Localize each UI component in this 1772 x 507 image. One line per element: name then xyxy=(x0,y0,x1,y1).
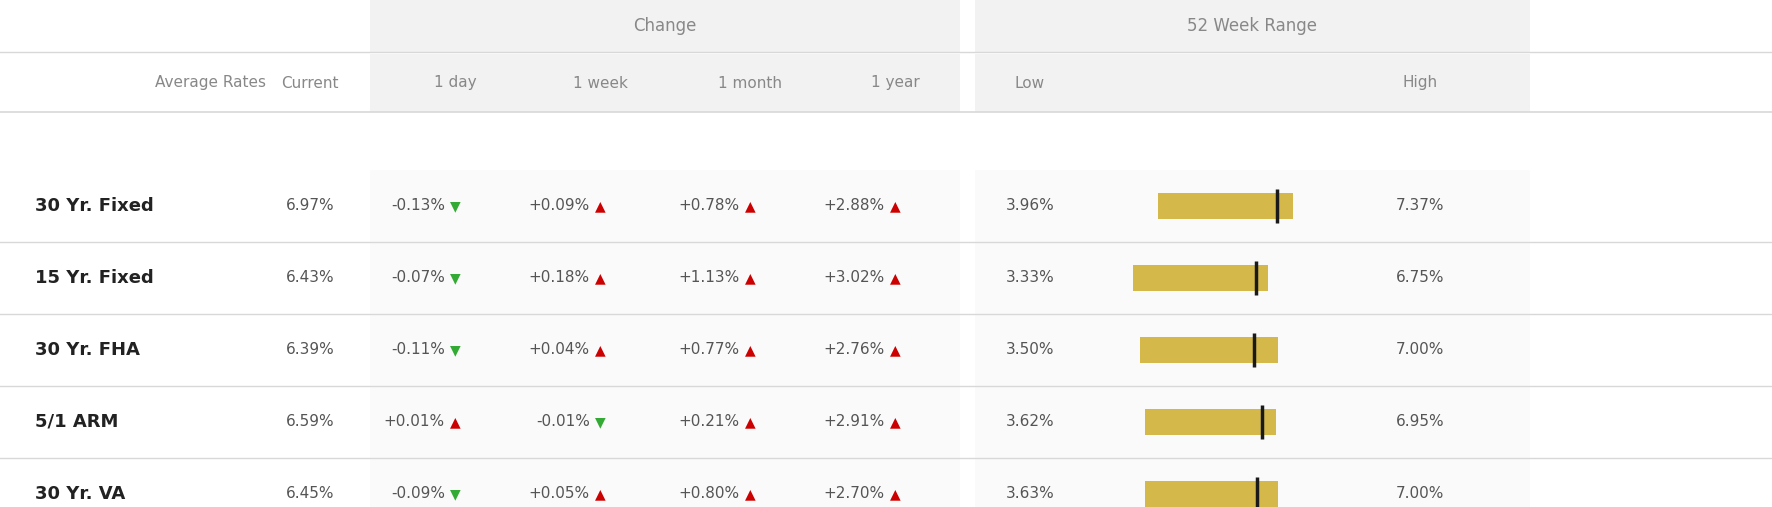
Bar xyxy=(1145,481,1278,507)
Text: Current: Current xyxy=(282,76,338,91)
Text: -0.01%: -0.01% xyxy=(537,415,590,429)
Text: +0.05%: +0.05% xyxy=(528,487,590,501)
Text: -0.11%: -0.11% xyxy=(392,343,445,357)
Text: ▲: ▲ xyxy=(744,343,755,357)
Text: ▲: ▲ xyxy=(595,343,606,357)
Text: -0.09%: -0.09% xyxy=(392,487,445,501)
Text: 7.00%: 7.00% xyxy=(1396,343,1444,357)
Text: ▼: ▼ xyxy=(595,415,606,429)
Text: 5/1 ARM: 5/1 ARM xyxy=(35,413,119,431)
Bar xyxy=(370,386,960,458)
Text: 3.33%: 3.33% xyxy=(1006,271,1054,285)
Bar xyxy=(370,458,960,507)
Text: 6.97%: 6.97% xyxy=(285,199,335,213)
Text: ▲: ▲ xyxy=(744,487,755,501)
Text: 52 Week Range: 52 Week Range xyxy=(1187,17,1318,35)
Bar xyxy=(370,170,960,242)
Bar xyxy=(975,0,1529,52)
Text: 6.59%: 6.59% xyxy=(285,415,335,429)
Bar xyxy=(975,386,1529,458)
Text: ▼: ▼ xyxy=(450,199,461,213)
Text: 7.37%: 7.37% xyxy=(1396,199,1444,213)
Text: 3.96%: 3.96% xyxy=(1006,199,1054,213)
Text: 30 Yr. FHA: 30 Yr. FHA xyxy=(35,341,140,359)
Text: 3.63%: 3.63% xyxy=(1006,487,1054,501)
Text: ▲: ▲ xyxy=(890,487,900,501)
Text: +0.01%: +0.01% xyxy=(385,415,445,429)
Text: 6.45%: 6.45% xyxy=(285,487,335,501)
Text: 1 day: 1 day xyxy=(434,76,477,91)
Text: +0.80%: +0.80% xyxy=(679,487,741,501)
Bar xyxy=(975,242,1529,314)
Text: 1 year: 1 year xyxy=(870,76,920,91)
Text: ▲: ▲ xyxy=(890,415,900,429)
Text: ▲: ▲ xyxy=(744,415,755,429)
Text: +2.76%: +2.76% xyxy=(824,343,884,357)
Text: ▲: ▲ xyxy=(595,199,606,213)
Bar xyxy=(370,242,960,314)
Text: +0.21%: +0.21% xyxy=(679,415,741,429)
Text: ▲: ▲ xyxy=(744,271,755,285)
Text: +0.09%: +0.09% xyxy=(528,199,590,213)
Text: +0.77%: +0.77% xyxy=(679,343,741,357)
Text: -0.07%: -0.07% xyxy=(392,271,445,285)
Bar xyxy=(975,458,1529,507)
Text: 1 month: 1 month xyxy=(718,76,781,91)
Text: 30 Yr. VA: 30 Yr. VA xyxy=(35,485,126,503)
Text: Change: Change xyxy=(633,17,696,35)
Text: 7.00%: 7.00% xyxy=(1396,487,1444,501)
Bar xyxy=(370,54,960,112)
Text: ▲: ▲ xyxy=(450,415,461,429)
Text: Average Rates: Average Rates xyxy=(154,76,266,91)
Bar xyxy=(1132,265,1269,291)
Text: Low: Low xyxy=(1015,76,1045,91)
Text: +3.02%: +3.02% xyxy=(824,271,884,285)
Text: 6.95%: 6.95% xyxy=(1396,415,1444,429)
Text: 3.62%: 3.62% xyxy=(1006,415,1054,429)
Text: 30 Yr. Fixed: 30 Yr. Fixed xyxy=(35,197,154,215)
Text: ▲: ▲ xyxy=(595,271,606,285)
Text: +2.91%: +2.91% xyxy=(824,415,884,429)
Text: 1 week: 1 week xyxy=(572,76,627,91)
Text: -0.13%: -0.13% xyxy=(392,199,445,213)
Text: 15 Yr. Fixed: 15 Yr. Fixed xyxy=(35,269,154,287)
Text: ▼: ▼ xyxy=(450,343,461,357)
Text: High: High xyxy=(1402,76,1437,91)
Bar xyxy=(975,170,1529,242)
Text: ▼: ▼ xyxy=(450,271,461,285)
Bar xyxy=(370,0,960,52)
Text: +0.04%: +0.04% xyxy=(528,343,590,357)
Bar xyxy=(1157,193,1294,219)
Text: +1.13%: +1.13% xyxy=(679,271,741,285)
Text: ▲: ▲ xyxy=(744,199,755,213)
Text: ▼: ▼ xyxy=(450,487,461,501)
Text: 6.39%: 6.39% xyxy=(285,343,335,357)
Bar xyxy=(975,314,1529,386)
Text: ▲: ▲ xyxy=(890,343,900,357)
Text: 6.75%: 6.75% xyxy=(1396,271,1444,285)
Text: ▲: ▲ xyxy=(595,487,606,501)
Text: ▲: ▲ xyxy=(890,271,900,285)
Text: +0.18%: +0.18% xyxy=(528,271,590,285)
Text: 6.43%: 6.43% xyxy=(285,271,335,285)
Text: ▲: ▲ xyxy=(890,199,900,213)
Bar xyxy=(975,54,1529,112)
Text: +2.88%: +2.88% xyxy=(824,199,884,213)
Text: 3.50%: 3.50% xyxy=(1006,343,1054,357)
Bar xyxy=(1145,409,1276,435)
Text: +0.78%: +0.78% xyxy=(679,199,741,213)
Bar xyxy=(1139,337,1278,363)
Text: +2.70%: +2.70% xyxy=(824,487,884,501)
Bar xyxy=(370,314,960,386)
